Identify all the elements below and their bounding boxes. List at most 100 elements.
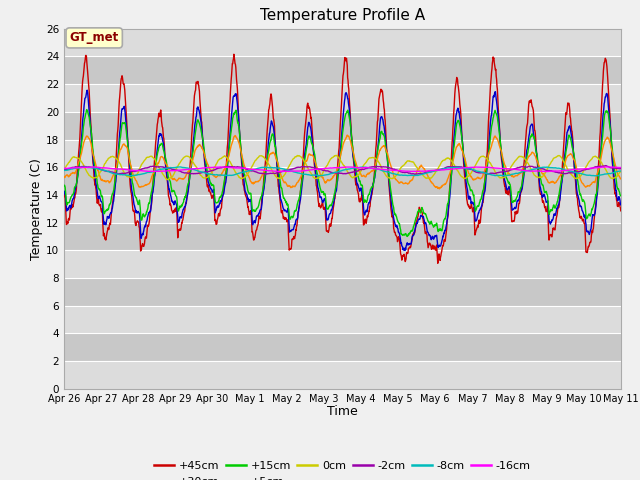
- 0cm: [164, 177, 172, 182]
- +45cm: [246, 209, 254, 215]
- -16cm: [170, 168, 178, 173]
- +30cm: [617, 202, 625, 208]
- Bar: [64, 251, 621, 278]
- X-axis label: Time: Time: [327, 405, 358, 418]
- -16cm: [543, 168, 550, 174]
- +45cm: [60, 194, 68, 200]
- 0cm: [246, 166, 254, 172]
- +5cm: [502, 166, 510, 172]
- +45cm: [429, 246, 437, 252]
- +45cm: [434, 261, 442, 266]
- +15cm: [502, 175, 510, 181]
- Bar: [64, 223, 621, 251]
- +5cm: [170, 176, 178, 181]
- Bar: [64, 334, 621, 361]
- -8cm: [429, 168, 437, 174]
- -16cm: [246, 166, 254, 172]
- +45cm: [617, 208, 625, 214]
- -16cm: [606, 164, 614, 170]
- -8cm: [177, 164, 184, 170]
- 0cm: [502, 173, 510, 179]
- +5cm: [184, 169, 191, 175]
- +30cm: [401, 248, 409, 253]
- -8cm: [170, 165, 178, 170]
- Bar: [64, 306, 621, 334]
- +15cm: [184, 180, 192, 186]
- Bar: [64, 57, 621, 84]
- -16cm: [502, 166, 509, 171]
- -8cm: [617, 168, 625, 174]
- Line: -8cm: -8cm: [64, 167, 621, 176]
- 0cm: [332, 153, 340, 158]
- Bar: [64, 29, 621, 57]
- -2cm: [184, 170, 191, 176]
- +30cm: [184, 188, 192, 194]
- 0cm: [184, 154, 192, 159]
- Bar: [64, 195, 621, 223]
- +45cm: [552, 224, 559, 229]
- +5cm: [429, 181, 437, 187]
- 0cm: [60, 166, 68, 172]
- -8cm: [246, 168, 254, 173]
- -2cm: [602, 163, 609, 168]
- Y-axis label: Temperature (C): Temperature (C): [30, 158, 43, 260]
- +30cm: [429, 236, 437, 242]
- Line: -2cm: -2cm: [64, 166, 621, 174]
- -2cm: [551, 169, 559, 175]
- +30cm: [171, 199, 179, 204]
- +5cm: [552, 180, 559, 186]
- +45cm: [184, 188, 191, 194]
- +15cm: [83, 107, 91, 112]
- -2cm: [411, 171, 419, 177]
- -8cm: [184, 165, 192, 171]
- -16cm: [551, 168, 559, 174]
- Line: +30cm: +30cm: [64, 90, 621, 251]
- Bar: [64, 167, 621, 195]
- -8cm: [551, 165, 559, 170]
- +15cm: [429, 224, 437, 230]
- +30cm: [60, 191, 68, 196]
- -8cm: [502, 173, 509, 179]
- +15cm: [171, 189, 179, 195]
- Legend: +45cm, +30cm, +15cm, +5cm, 0cm, -2cm, -8cm, -16cm: +45cm, +30cm, +15cm, +5cm, 0cm, -2cm, -8…: [150, 457, 535, 480]
- Title: Temperature Profile A: Temperature Profile A: [260, 9, 425, 24]
- Line: +5cm: +5cm: [64, 135, 621, 189]
- Line: +45cm: +45cm: [64, 54, 621, 264]
- -16cm: [429, 168, 436, 173]
- +15cm: [552, 205, 559, 211]
- Line: +15cm: +15cm: [64, 109, 621, 237]
- Text: GT_met: GT_met: [70, 31, 119, 45]
- +45cm: [502, 191, 510, 196]
- 0cm: [617, 168, 625, 174]
- +5cm: [344, 132, 351, 138]
- -16cm: [60, 165, 68, 171]
- +45cm: [230, 51, 237, 57]
- -2cm: [502, 168, 509, 174]
- +5cm: [435, 186, 443, 192]
- +15cm: [60, 183, 68, 189]
- 0cm: [171, 169, 179, 175]
- -8cm: [60, 168, 68, 173]
- -16cm: [184, 167, 191, 172]
- -2cm: [60, 167, 68, 173]
- Bar: [64, 361, 621, 389]
- -2cm: [170, 167, 178, 172]
- +30cm: [246, 197, 254, 203]
- -16cm: [617, 165, 625, 170]
- +45cm: [170, 209, 178, 215]
- +30cm: [83, 87, 91, 93]
- -2cm: [617, 166, 625, 171]
- -8cm: [591, 173, 598, 179]
- +5cm: [617, 176, 625, 182]
- 0cm: [552, 155, 559, 160]
- -2cm: [429, 168, 437, 174]
- +15cm: [403, 234, 411, 240]
- -2cm: [246, 168, 254, 174]
- +30cm: [502, 184, 510, 190]
- Bar: [64, 112, 621, 140]
- +5cm: [60, 174, 68, 180]
- 0cm: [429, 172, 437, 178]
- +5cm: [246, 178, 254, 183]
- Bar: [64, 278, 621, 306]
- Bar: [64, 84, 621, 112]
